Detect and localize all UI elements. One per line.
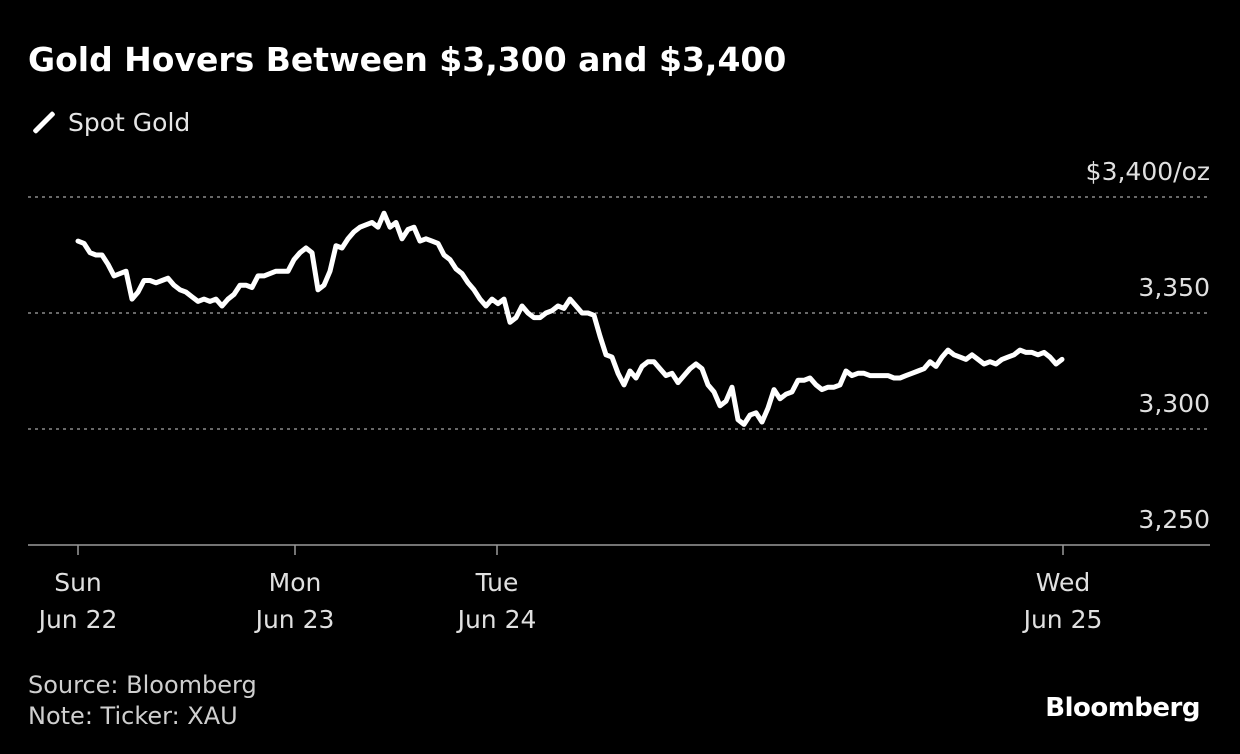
- bloomberg-logo: Bloomberg: [1045, 693, 1200, 723]
- x-tick-date: Jun 24: [456, 605, 537, 634]
- note-text: Note: Ticker: XAU: [28, 702, 238, 730]
- y-tick-label: 3,300: [1138, 389, 1210, 418]
- x-tick-day: Sun: [54, 568, 102, 597]
- x-tick-date: Jun 22: [37, 605, 118, 634]
- series-line-spot-gold: [75, 210, 1065, 427]
- x-tick-date: Jun 23: [254, 605, 335, 634]
- y-tick-label: 3,350: [1138, 273, 1210, 302]
- legend: Spot Gold: [30, 108, 190, 137]
- source-text: Source: Bloomberg: [28, 671, 257, 699]
- x-tick-day: Wed: [1036, 568, 1091, 597]
- source-note: Source: Bloomberg Note: Ticker: XAU: [28, 670, 257, 732]
- legend-label: Spot Gold: [68, 108, 191, 137]
- x-tick-date: Jun 25: [1022, 605, 1103, 634]
- x-tick-day: Mon: [269, 568, 322, 597]
- y-tick-label: $3,400/oz: [1086, 157, 1210, 186]
- y-tick-label: 3,250: [1138, 505, 1210, 534]
- chart-title: Gold Hovers Between $3,300 and $3,400: [28, 40, 787, 79]
- x-tick-day: Tue: [475, 568, 519, 597]
